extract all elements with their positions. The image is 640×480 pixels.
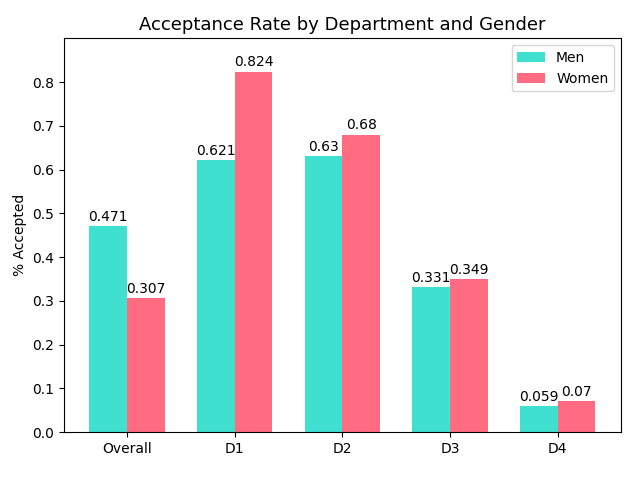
Bar bbox=[520, 406, 558, 432]
Text: 0.307: 0.307 bbox=[126, 282, 166, 296]
Bar bbox=[305, 156, 342, 432]
Text: 0.07: 0.07 bbox=[561, 385, 592, 399]
Text: 0.68: 0.68 bbox=[346, 119, 377, 132]
Bar bbox=[450, 279, 488, 432]
Bar bbox=[127, 298, 164, 432]
Y-axis label: % Accepted: % Accepted bbox=[13, 194, 27, 276]
Text: 0.621: 0.621 bbox=[196, 144, 236, 158]
Legend: Men, Women: Men, Women bbox=[511, 45, 614, 91]
Text: 0.331: 0.331 bbox=[412, 271, 451, 285]
Text: 0.471: 0.471 bbox=[88, 210, 128, 224]
Bar bbox=[342, 134, 380, 432]
Title: Acceptance Rate by Department and Gender: Acceptance Rate by Department and Gender bbox=[139, 16, 546, 34]
Bar bbox=[412, 287, 450, 432]
Text: 0.349: 0.349 bbox=[449, 263, 489, 277]
Text: 0.059: 0.059 bbox=[519, 390, 559, 404]
Text: 0.63: 0.63 bbox=[308, 140, 339, 154]
Bar bbox=[235, 72, 273, 432]
Bar bbox=[558, 401, 595, 432]
Bar bbox=[90, 226, 127, 432]
Text: 0.824: 0.824 bbox=[234, 56, 273, 70]
Bar bbox=[197, 160, 235, 432]
